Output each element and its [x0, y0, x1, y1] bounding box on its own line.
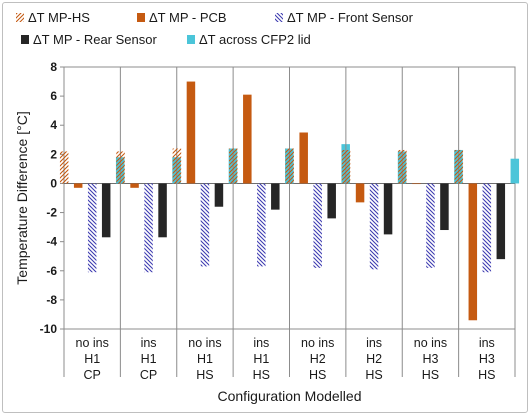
bar-4-8: [496, 183, 506, 260]
category-label: H1: [84, 352, 100, 366]
category-label: ins: [479, 336, 495, 350]
bar-3-1: [87, 183, 97, 273]
legend-label-3: ΔT MP - Front Sensor: [287, 10, 414, 25]
category-label: HS: [478, 368, 495, 382]
category-label: H3: [479, 352, 495, 366]
x-axis-title: Configuration Modelled: [218, 388, 362, 404]
bar-4-5: [327, 183, 336, 219]
category-label: no ins: [76, 336, 109, 350]
bar-1-3: [172, 148, 182, 184]
category-label: CP: [84, 368, 101, 382]
bar-3-3: [200, 183, 210, 267]
y-tick-label: 2: [50, 147, 57, 161]
bar-2-2: [130, 183, 139, 188]
category-label: H1: [253, 352, 269, 366]
legend-label-2: ΔT MP - PCB: [149, 10, 227, 25]
bar-3-6: [369, 183, 379, 270]
bar-5-8: [510, 158, 520, 184]
category-label: HS: [253, 368, 270, 382]
category-label: HS: [309, 368, 326, 382]
bar-2-3: [186, 81, 196, 184]
bar-2-4: [243, 94, 252, 184]
bar-3-5: [313, 183, 322, 268]
bar-1-7: [398, 149, 407, 184]
y-tick-label: -2: [46, 206, 57, 220]
y-tick-label: 8: [50, 60, 57, 74]
legend-label-1: ΔT MP-HS: [28, 10, 90, 25]
bar-4-3: [214, 183, 224, 207]
bar-1-6: [341, 149, 351, 184]
bar-4-6: [383, 183, 393, 235]
y-tick-label: -4: [46, 235, 57, 249]
legend: ΔT MP-HS ΔT MP - PCB ΔT MP - Front Sensor Δ…: [16, 10, 414, 47]
bar-2-7: [412, 183, 421, 185]
legend-swatch-1: [16, 13, 24, 22]
bar-1-1: [59, 151, 69, 184]
category-label: HS: [196, 368, 213, 382]
y-tick-label: -10: [40, 322, 58, 336]
bar-1-2: [116, 151, 125, 184]
bar-2-8: [468, 183, 478, 321]
category-label: H2: [366, 352, 382, 366]
bar-3-8: [482, 183, 492, 273]
category-label: ins: [366, 336, 382, 350]
category-label: CP: [140, 368, 157, 382]
bar-chart: ΔT MP-HS ΔT MP - PCB ΔT MP - Front Sensor Δ…: [14, 10, 520, 404]
category-label: ins: [253, 336, 269, 350]
legend-swatch-4: [21, 35, 29, 44]
category-label: H1: [197, 352, 213, 366]
legend-label-5: ΔT across CFP2 lid: [199, 32, 311, 47]
bar-3-4: [257, 183, 266, 267]
bar-4-1: [101, 183, 111, 238]
legend-swatch-3: [275, 13, 283, 22]
bar-3-7: [426, 183, 435, 268]
category-label: H2: [310, 352, 326, 366]
category-label: no ins: [414, 336, 447, 350]
category-label: HS: [365, 368, 382, 382]
y-tick-label: 6: [50, 89, 57, 103]
bar-2-5: [299, 132, 308, 184]
category-label: HS: [422, 368, 439, 382]
category-label: no ins: [301, 336, 334, 350]
y-tick-label: -8: [46, 293, 57, 307]
plot-area: 8 6 4 2 0 -2 -4 -6 -8 -10 no ins H1 CP ins H1 CP no ins H…: [40, 60, 520, 382]
bar-4-2: [158, 183, 167, 238]
category-label: H3: [422, 352, 438, 366]
bar-1-8: [454, 149, 464, 184]
legend-swatch-2: [137, 13, 145, 22]
category-label: ins: [141, 336, 157, 350]
category-label: no ins: [188, 336, 221, 350]
bar-3-2: [144, 183, 153, 273]
legend-label-4: ΔT MP - Rear Sensor: [33, 32, 157, 47]
y-axis-title: Temperature Difference [°C]: [14, 111, 30, 284]
bar-4-7: [440, 183, 449, 231]
y-tick-label: 4: [50, 118, 57, 132]
y-tick-label: -6: [46, 264, 57, 278]
chart-frame: ΔT MP-HS ΔT MP - PCB ΔT MP - Front Sensor Δ…: [2, 2, 528, 413]
bar-1-5: [285, 148, 294, 184]
category-label: H1: [141, 352, 157, 366]
bar-4-4: [271, 183, 280, 210]
bar-1-4: [229, 148, 238, 184]
bar-2-6: [355, 183, 365, 203]
legend-swatch-5: [187, 35, 195, 44]
y-tick-label: 0: [50, 176, 57, 190]
bar-2-1: [73, 183, 83, 188]
